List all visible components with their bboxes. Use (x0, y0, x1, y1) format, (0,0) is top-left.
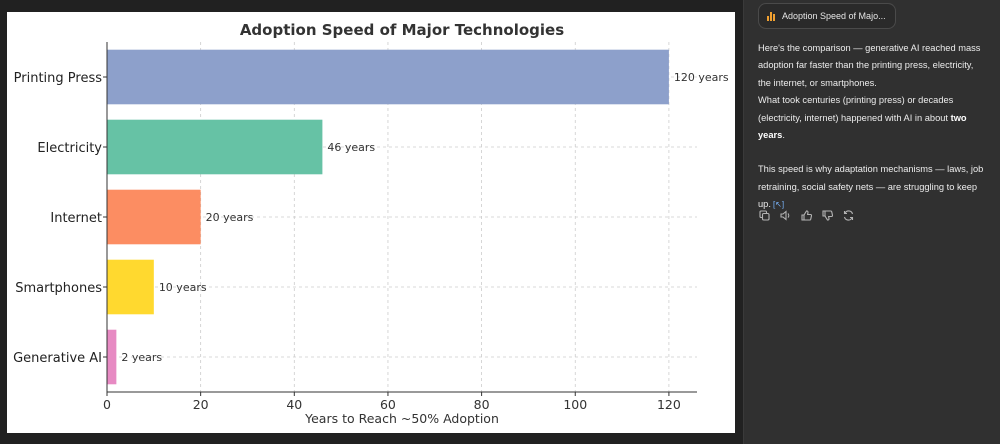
bar (107, 119, 323, 175)
bar (107, 49, 669, 105)
x-tick-label: 60 (380, 397, 396, 412)
x-tick-label: 0 (103, 397, 111, 412)
message-line: (electricity, internet) happened with AI… (758, 110, 996, 127)
category-label: Internet (50, 211, 102, 226)
message-line: up. [↖] (758, 196, 996, 213)
category-label: Printing Press (14, 71, 103, 86)
value-label: 46 years (327, 141, 375, 154)
assistant-message: Here's the comparison — generative AI re… (758, 40, 996, 214)
category-label: Generative AI (13, 351, 102, 366)
x-tick-label: 100 (563, 397, 587, 412)
message-bold: two (950, 112, 967, 123)
message-text: up. (758, 199, 771, 210)
message-line: What took centuries (printing press) or … (758, 95, 954, 106)
chip-label: Adoption Speed of Majo... (782, 11, 886, 21)
message-line: This speed is why adaptation mechanisms … (758, 164, 984, 175)
bar (107, 329, 117, 385)
value-label: 2 years (121, 351, 162, 364)
copy-icon[interactable] (758, 209, 770, 221)
value-label: 10 years (159, 281, 207, 294)
value-label: 20 years (206, 211, 254, 224)
x-axis-label: Years to Reach ~50% Adoption (304, 411, 499, 426)
bar (107, 189, 201, 245)
bar-chart-icon (767, 11, 776, 21)
thumbs-up-icon[interactable] (800, 209, 812, 221)
read-aloud-icon[interactable] (779, 209, 791, 221)
message-actions (758, 209, 854, 221)
chart-attachment-chip[interactable]: Adoption Speed of Majo... (758, 3, 896, 29)
message-line: Here's the comparison — generative AI re… (758, 43, 981, 53)
chart-panel: Adoption Speed of Major Technologies Yea… (7, 12, 735, 433)
message-line: retraining, social safety nets — are str… (758, 181, 978, 192)
message-bold: years (758, 130, 783, 141)
paragraph-gap (758, 144, 996, 161)
bar (107, 259, 154, 315)
regenerate-icon[interactable] (842, 209, 854, 221)
panel-divider (743, 0, 744, 444)
category-label: Smartphones (15, 281, 102, 296)
message-line: years. (758, 127, 996, 144)
citation-link[interactable]: [↖] (772, 200, 785, 210)
category-label: Electricity (37, 141, 102, 156)
x-tick-label: 20 (193, 397, 209, 412)
message-line: adoption far faster than the printing pr… (758, 60, 974, 71)
message-line: the internet, or smartphones. (758, 77, 877, 88)
x-tick-label: 80 (474, 397, 490, 412)
chart-title: Adoption Speed of Major Technologies (240, 21, 564, 39)
x-tick-label: 120 (657, 397, 681, 412)
chat-panel: Adoption Speed of Majo... Here's the com… (744, 0, 1000, 444)
bar-chart: Adoption Speed of Major Technologies Yea… (13, 21, 729, 426)
thumbs-down-icon[interactable] (821, 209, 833, 221)
message-text: . (782, 130, 785, 141)
x-tick-label: 40 (286, 397, 302, 412)
value-label: 120 years (674, 71, 729, 84)
message-text: (electricity, internet) happened with AI… (758, 112, 951, 123)
